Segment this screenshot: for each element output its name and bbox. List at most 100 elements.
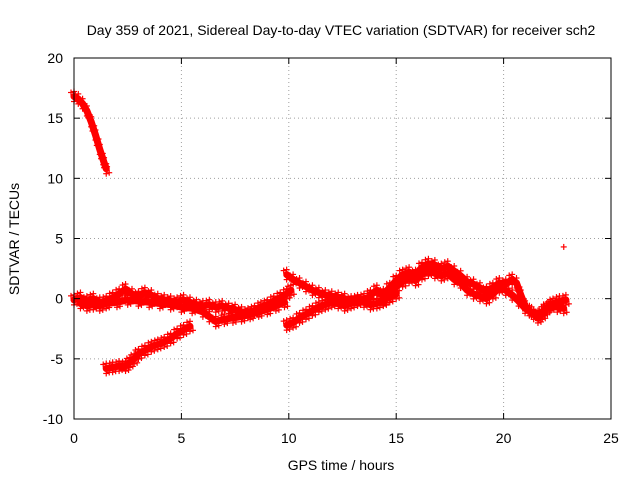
data-point: [332, 295, 345, 312]
data-point: [325, 294, 338, 311]
data-point: [269, 297, 282, 314]
data-point: [390, 278, 403, 295]
data-point: [158, 333, 171, 350]
data-point: [461, 282, 474, 299]
x-axis-label: GPS time / hours: [288, 457, 395, 473]
data-point: [143, 294, 156, 311]
axis-ticks: 0 5 10 15 20 25 -10 -5 0 5 10 15 20: [43, 50, 619, 446]
chart-title: Day 359 of 2021, Sidereal Day-to-day VTE…: [87, 22, 596, 38]
data-point: [132, 293, 145, 310]
data-point: [312, 299, 325, 316]
data-point: [293, 275, 306, 292]
data-point: [113, 358, 126, 375]
data-point: [218, 311, 231, 328]
y-tick-label: 0: [55, 291, 63, 307]
data-point: [544, 297, 557, 314]
data-point: [287, 314, 300, 331]
data-point: [293, 309, 306, 326]
data-point: [415, 266, 428, 283]
data-point: [284, 282, 297, 299]
data-point: [244, 306, 257, 323]
data-point: [93, 297, 106, 314]
y-tick-label: -5: [51, 351, 64, 367]
data-point: [216, 297, 229, 314]
data-point: [345, 295, 358, 312]
data-point: [100, 160, 113, 177]
data-point: [473, 288, 486, 305]
x-tick-label: 25: [603, 430, 619, 446]
data-point: [153, 295, 166, 312]
data-point: [493, 279, 506, 296]
data-point: [448, 271, 461, 288]
data-point: [306, 282, 319, 299]
data-point: [280, 317, 293, 334]
data-point: [506, 271, 519, 288]
data-point: [80, 297, 93, 314]
data-point: [171, 325, 184, 342]
data-point: [123, 354, 136, 371]
data-point: [98, 154, 111, 171]
data-point: [186, 300, 199, 317]
data-point: [177, 321, 190, 338]
data-point: [396, 273, 409, 290]
x-tick-label: 0: [70, 430, 78, 446]
data-point: [428, 265, 441, 282]
outlier-markers: [560, 243, 567, 250]
data-point: [138, 284, 151, 301]
data-point: [145, 338, 158, 355]
y-tick-label: 10: [47, 170, 63, 186]
data-point: [525, 303, 538, 320]
data-point: [164, 296, 177, 313]
data-point: [203, 308, 216, 325]
data-point: [196, 303, 209, 320]
outlier-point: [560, 243, 567, 250]
series-rising-arc: [102, 322, 194, 372]
data-point: [480, 290, 493, 307]
data-point: [531, 307, 544, 324]
data-point: [138, 342, 151, 359]
grid: [74, 58, 611, 419]
x-tick-label: 5: [178, 430, 186, 446]
data-point: [110, 294, 123, 311]
data-point: [510, 275, 523, 292]
data-point: [499, 282, 512, 299]
data-point: [467, 285, 480, 302]
data-point: [422, 262, 435, 279]
data-point: [128, 350, 141, 367]
data-point: [299, 278, 312, 295]
y-axis-label: SDTVAR / TECUs: [6, 183, 22, 295]
data-point: [557, 300, 570, 317]
data-point: [519, 300, 532, 317]
data-point: [93, 141, 106, 158]
data-point: [226, 309, 239, 326]
data-point: [132, 346, 145, 363]
data-point: [261, 301, 274, 318]
data-point: [278, 294, 291, 311]
y-tick-label: -10: [43, 411, 63, 427]
data-point: [100, 295, 113, 312]
data-point: [183, 318, 196, 335]
data-point: [435, 267, 448, 284]
data-point: [121, 291, 134, 308]
x-tick-label: 20: [496, 430, 512, 446]
y-tick-label: 5: [55, 231, 63, 247]
data-point: [119, 358, 132, 375]
data-point: [235, 308, 248, 325]
data-point: [175, 299, 188, 316]
data-point: [377, 293, 390, 310]
data-point: [403, 270, 416, 287]
data-point: [351, 293, 364, 310]
data-point: [209, 299, 222, 316]
data-point: [280, 285, 293, 302]
data-point: [538, 302, 551, 319]
data-point: [252, 303, 265, 320]
data-point: [551, 299, 564, 316]
data-point: [164, 330, 177, 347]
data-point: [209, 313, 222, 330]
data-point: [319, 296, 332, 313]
y-tick-label: 20: [47, 50, 63, 66]
data-point: [486, 285, 499, 302]
x-tick-label: 15: [388, 430, 404, 446]
data-point: [87, 296, 100, 313]
